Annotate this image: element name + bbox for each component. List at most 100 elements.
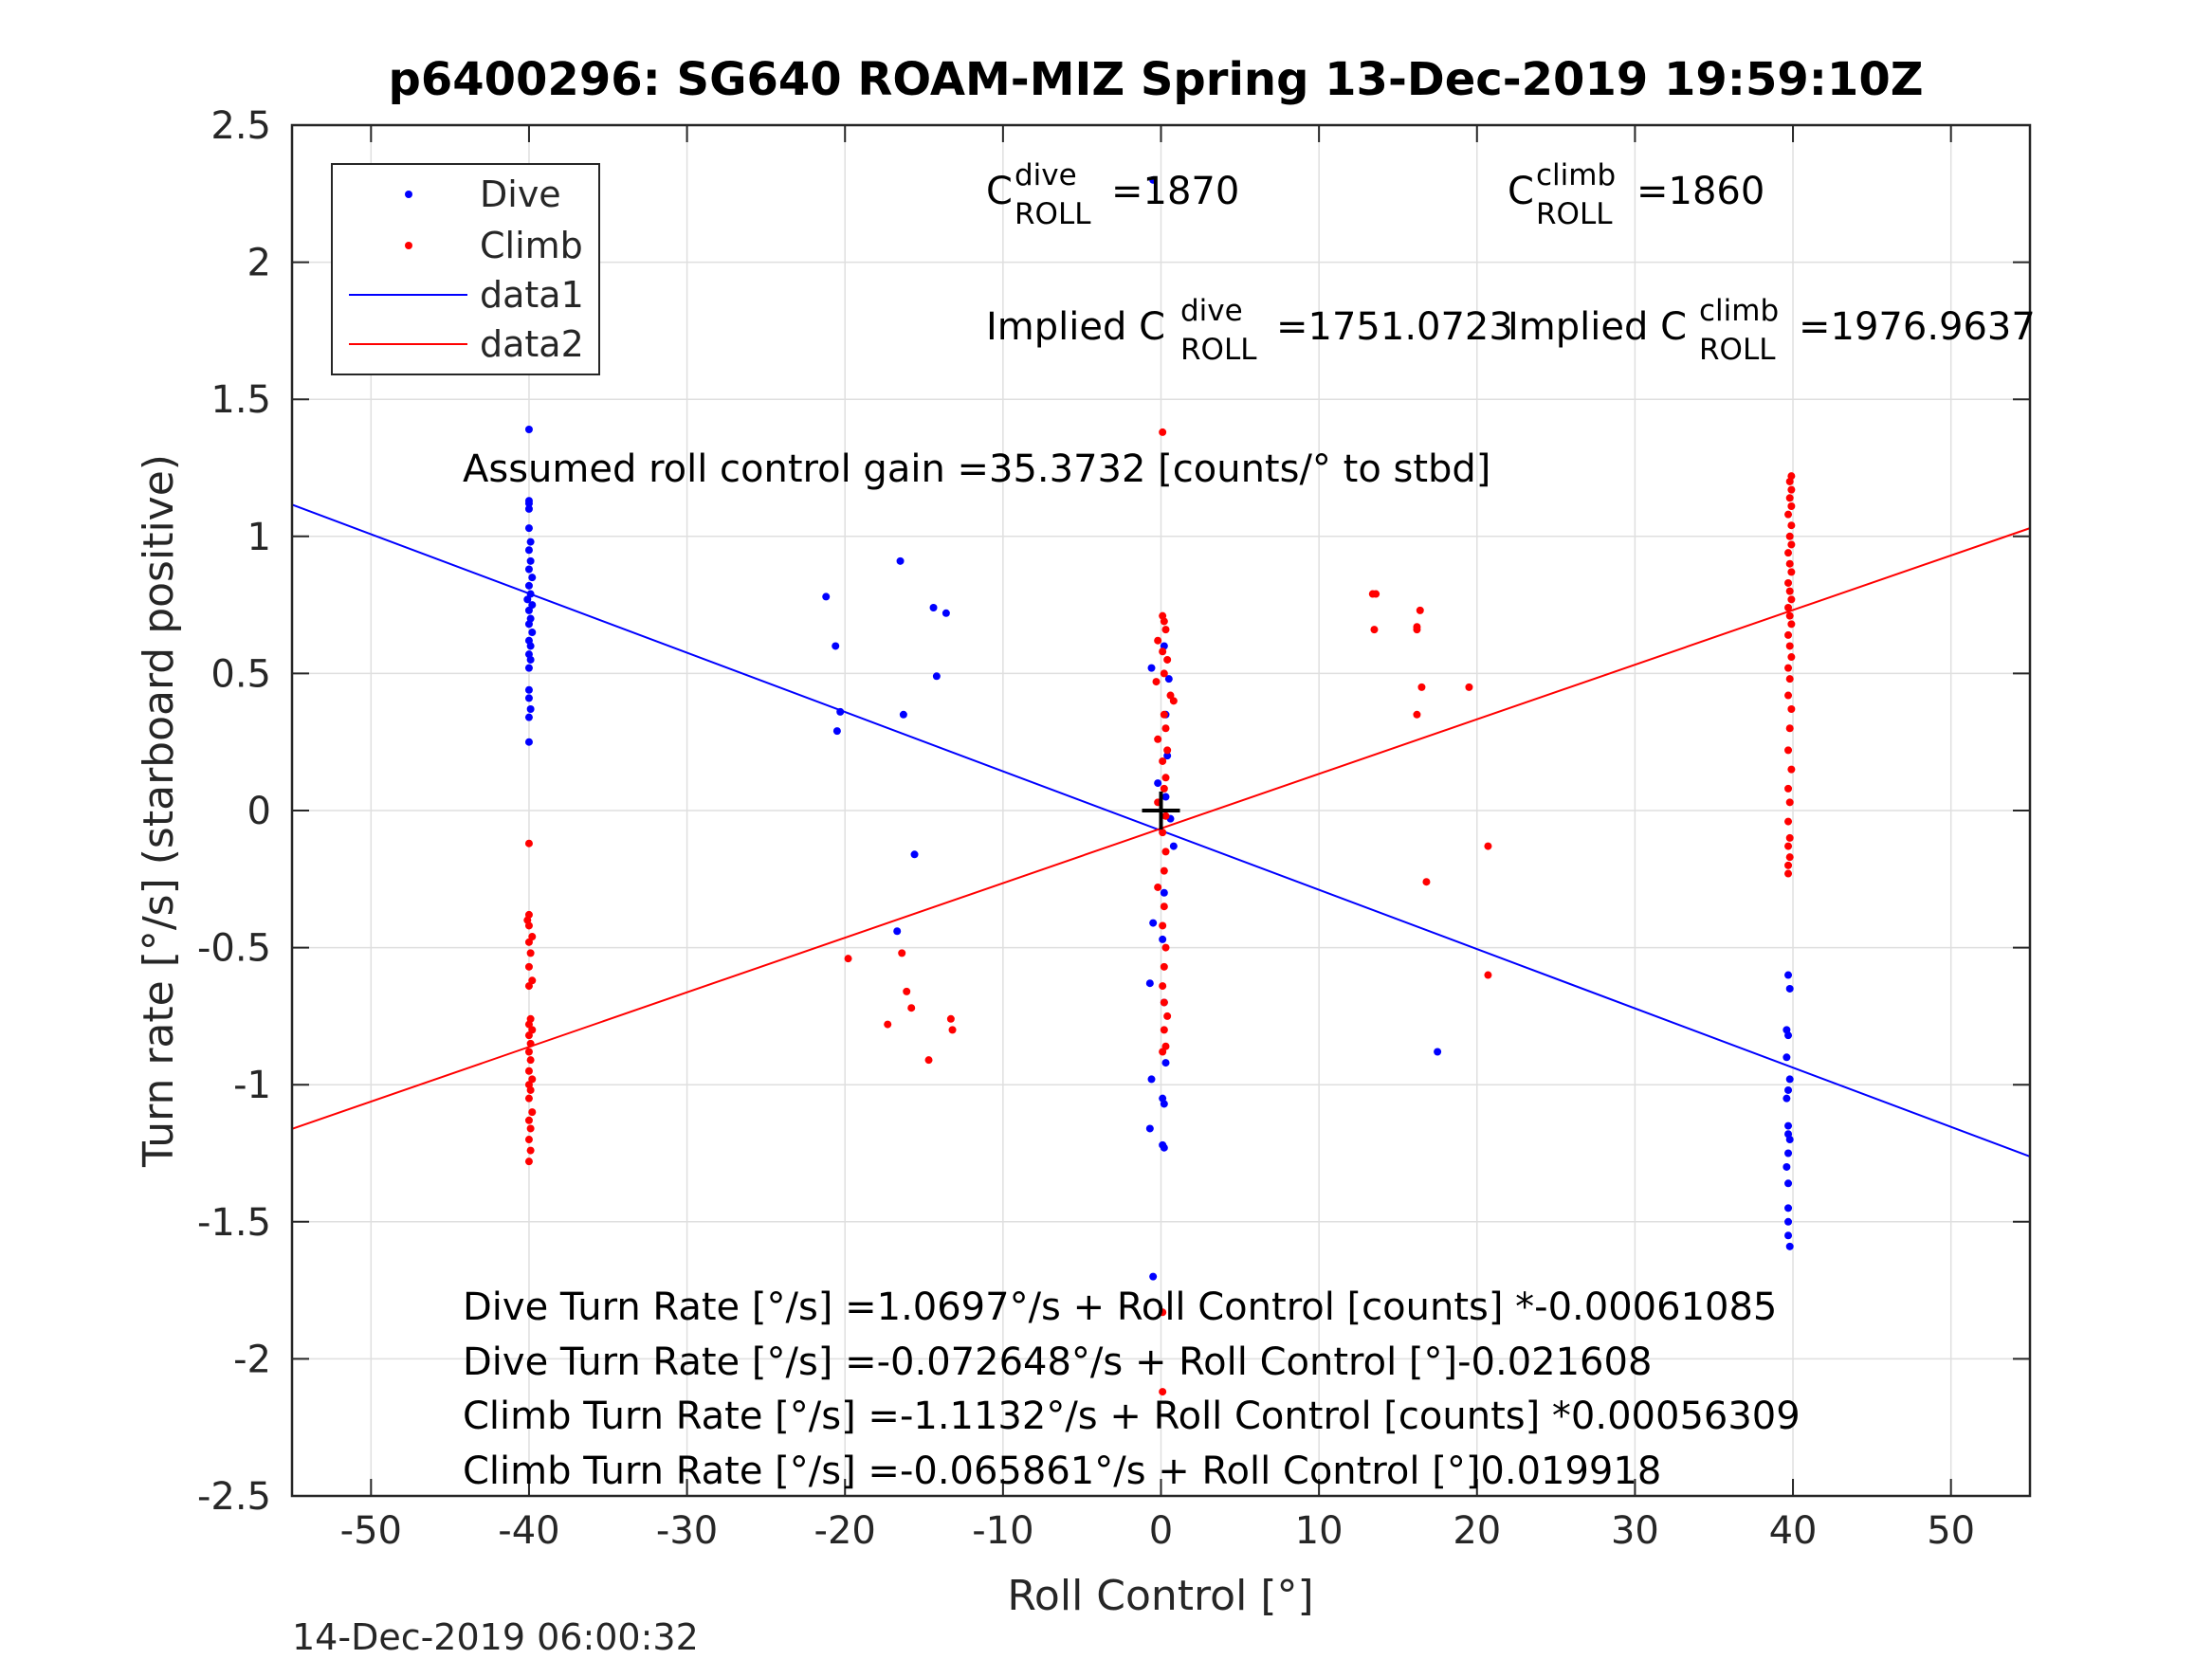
chart-title: p6400296: SG640 ROAM-MIZ Spring 13-Dec-2… <box>388 53 1923 106</box>
point-dive <box>1160 1143 1168 1152</box>
point-climb <box>1787 485 1796 494</box>
point-climb <box>1154 636 1162 645</box>
implied-dive-sup: dive <box>1180 294 1243 328</box>
point-climb <box>1785 724 1794 733</box>
point-climb <box>526 949 535 957</box>
implied-climb-sup: climb <box>1699 294 1779 328</box>
implied-climb-value: =1976.9637 <box>1799 305 2036 349</box>
implied-climb-sub: ROLL <box>1699 333 1776 367</box>
point-climb <box>946 1014 955 1023</box>
point-climb <box>524 1158 533 1166</box>
x-tick-label: 50 <box>1927 1509 1975 1553</box>
point-climb <box>903 987 911 995</box>
y-tick-label: 1.5 <box>210 378 271 422</box>
point-climb <box>526 1085 535 1094</box>
point-climb <box>898 949 906 957</box>
point-dive <box>1785 984 1794 993</box>
point-climb <box>1784 817 1793 826</box>
point-dive <box>1145 979 1154 988</box>
c-roll-climb-annotation: Cclimb ROLL =1860 <box>1508 158 1764 231</box>
point-climb <box>1161 1042 1170 1050</box>
point-climb <box>1160 998 1168 1007</box>
point-dive <box>526 642 535 650</box>
point-climb <box>1785 587 1794 595</box>
point-dive <box>526 704 535 713</box>
point-climb <box>524 1116 533 1124</box>
point-dive <box>524 664 533 672</box>
point-dive <box>523 595 532 604</box>
footer-timestamp: 14-Dec-2019 06:00:32 <box>292 1616 699 1658</box>
point-climb <box>524 1031 533 1040</box>
point-dive <box>832 727 841 736</box>
point-dive <box>524 581 533 590</box>
legend-data1-label: data1 <box>480 274 584 316</box>
point-dive <box>1785 1242 1794 1250</box>
point-climb <box>526 1124 535 1133</box>
implied-dive-annotation: Implied C dive ROLL =1751.0723 <box>986 294 1513 367</box>
y-tick-label: 2 <box>247 242 271 285</box>
point-climb <box>1160 617 1168 626</box>
legend-data2-label: data2 <box>480 323 584 365</box>
point-climb <box>907 1004 916 1012</box>
point-climb <box>1484 842 1492 850</box>
legend-climb-label: Climb <box>480 225 583 266</box>
point-dive <box>1782 1094 1791 1103</box>
y-tick-labels: 2.5 2 1.5 1 0.5 0 -0.5 -1 -1.5 -2 -2.5 <box>197 104 271 1519</box>
point-dive <box>1784 1149 1793 1158</box>
point-dive <box>1784 1231 1793 1240</box>
point-dive <box>528 574 537 582</box>
point-dive <box>524 546 533 555</box>
point-climb <box>1154 883 1162 891</box>
point-climb <box>1159 1308 1167 1317</box>
point-dive <box>1160 1100 1168 1108</box>
point-dive <box>899 710 907 719</box>
point-dive <box>932 672 941 681</box>
point-dive <box>1161 793 1170 801</box>
point-climb <box>1163 746 1172 755</box>
point-climb <box>1413 710 1421 719</box>
point-climb <box>1784 691 1793 700</box>
point-dive <box>893 927 902 936</box>
point-climb <box>1159 982 1167 991</box>
point-dive <box>524 504 533 513</box>
origin-plus-marker <box>1142 792 1180 830</box>
point-dive <box>1784 1204 1793 1212</box>
point-climb <box>884 1020 892 1029</box>
point-climb <box>524 1020 533 1029</box>
point-dive <box>1434 1048 1442 1056</box>
point-climb <box>1787 540 1796 549</box>
implied-dive-prefix: Implied C <box>986 305 1165 349</box>
point-climb <box>1784 784 1793 793</box>
point-dive <box>524 738 533 746</box>
legend-dive-marker <box>405 191 412 198</box>
point-climb <box>528 1075 537 1084</box>
point-climb <box>1160 866 1168 875</box>
point-climb <box>1160 669 1168 678</box>
x-tick-label: -20 <box>814 1509 876 1553</box>
axis-ticks <box>292 124 2030 1497</box>
x-tick-label: 30 <box>1611 1509 1659 1553</box>
point-climb <box>1787 620 1796 629</box>
point-dive <box>524 685 533 694</box>
point-climb <box>1784 664 1793 672</box>
fit-line-text-3: Climb Turn Rate [°/s] =-1.1132°/s + Roll… <box>463 1395 1801 1438</box>
fit-line-text-4: Climb Turn Rate [°/s] =-0.065861°/s + Ro… <box>463 1449 1661 1493</box>
point-climb <box>1785 853 1794 862</box>
point-dive <box>1785 1136 1794 1144</box>
point-climb <box>524 1136 533 1144</box>
point-climb <box>1416 606 1424 614</box>
point-dive <box>1784 1121 1793 1130</box>
point-dive <box>1784 1085 1793 1094</box>
y-axis-label: Turn rate [°/s] (starboard positive) <box>135 454 183 1168</box>
point-dive <box>1147 664 1156 672</box>
point-dive <box>1784 1179 1793 1188</box>
c-roll-dive-sup: dive <box>1015 158 1077 192</box>
point-dive <box>1149 1272 1158 1281</box>
point-dive <box>1782 1162 1791 1171</box>
point-climb <box>1785 559 1794 568</box>
x-axis-label: Roll Control [°] <box>1007 1572 1313 1620</box>
point-dive <box>526 655 535 664</box>
point-climb <box>1787 501 1796 510</box>
c-roll-climb-sup: climb <box>1536 158 1616 192</box>
